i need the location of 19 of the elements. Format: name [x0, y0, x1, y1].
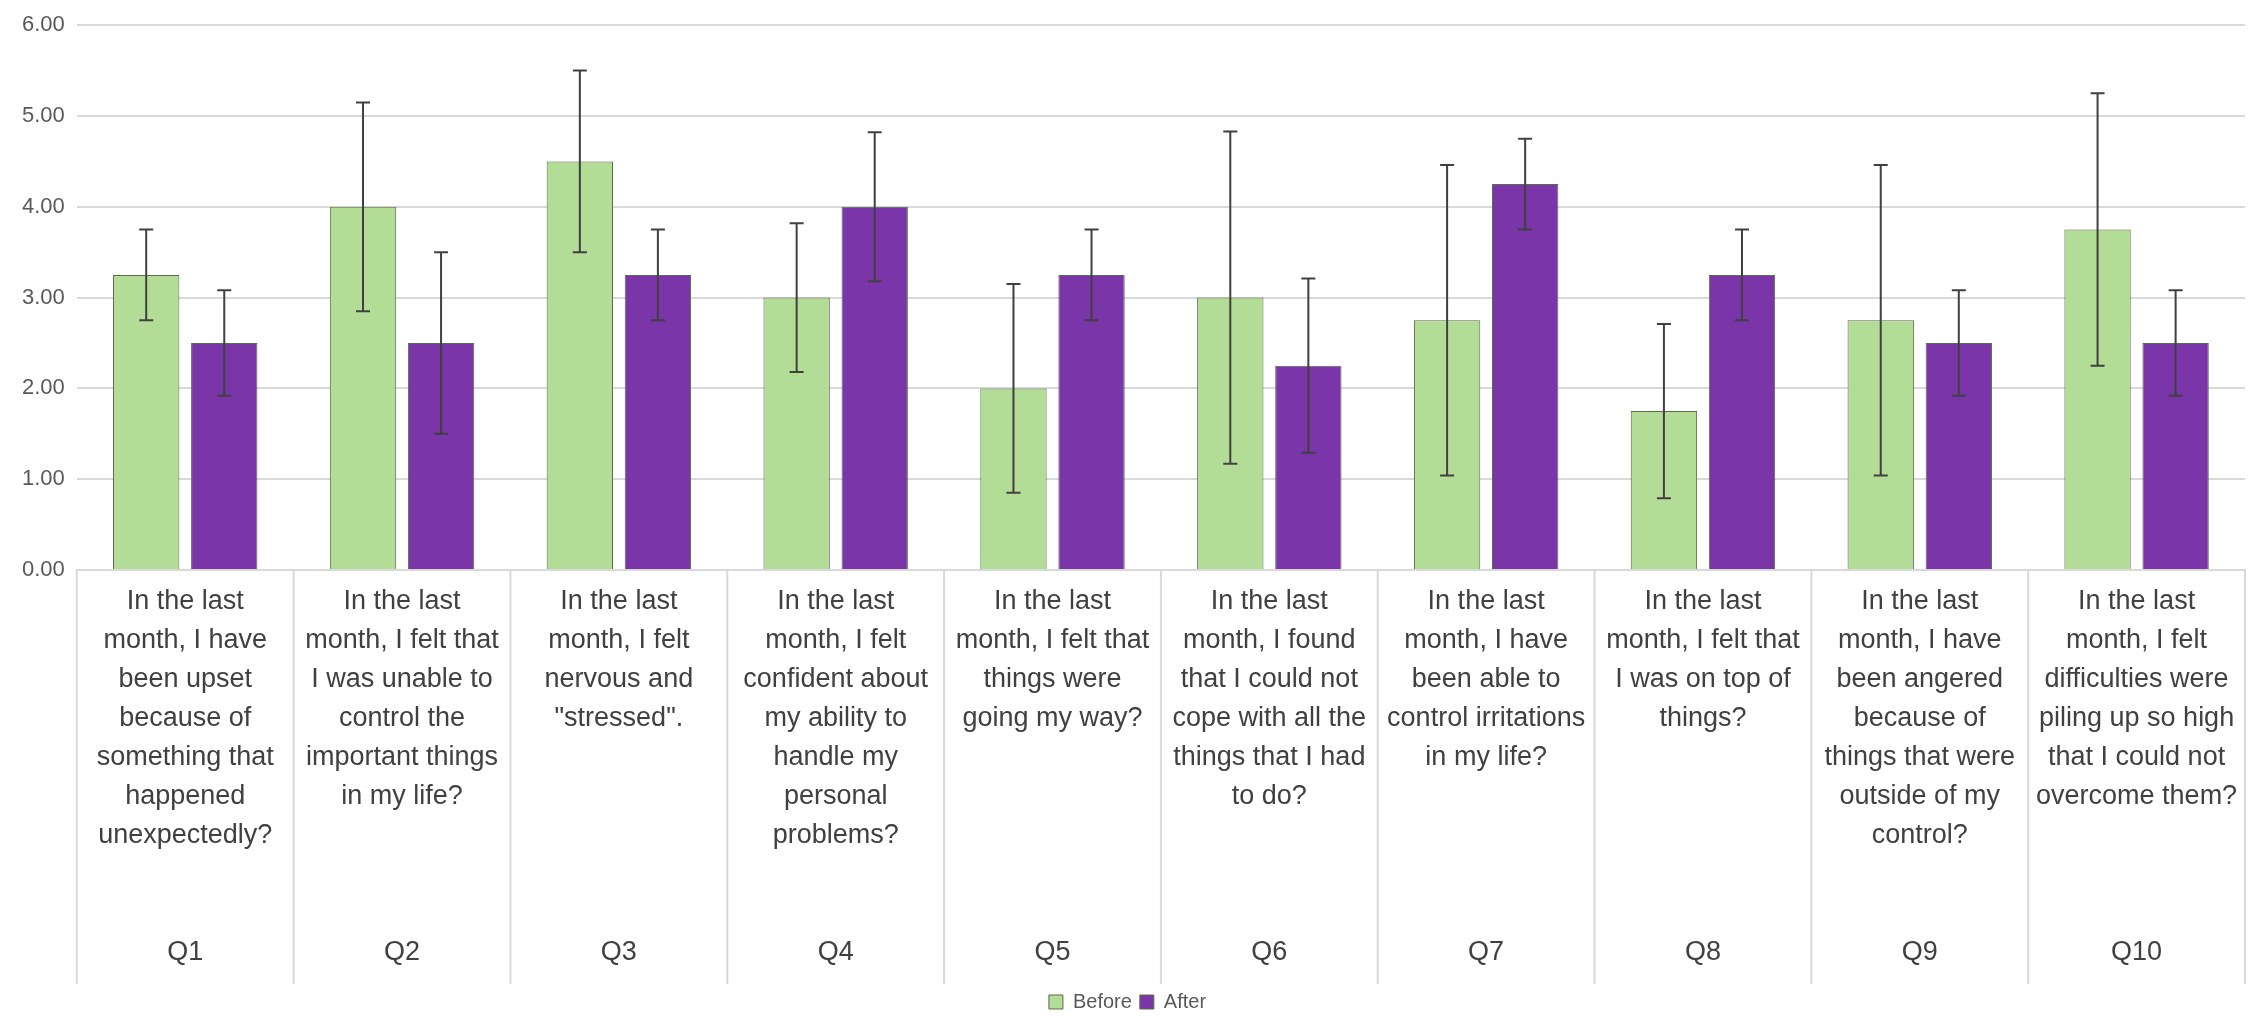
category-label: In the last month, I felt confident about my ability to handle my personal problems? Q4: [743, 584, 929, 966]
category-label: In the last month, I felt that I was on top of things? Q8: [1606, 584, 1800, 966]
category-label: In the last month, I have been able to control irritations in my life? Q7: [1387, 584, 1586, 966]
category-label: In the last month, I felt that things were going my way? Q5: [955, 584, 1150, 966]
category-label: In the last month, I have been upset because of something that happened unexpectedly? Q1: [96, 584, 274, 966]
category-label: In the last month, I felt nervous and "stressed". Q3: [544, 584, 694, 966]
category-label: In the last month, I felt difficulties were piling up so high that I could not overcome them? Q10: [2036, 584, 2238, 966]
y-tick-label: 1.00: [21, 465, 65, 491]
category-label: In the last month, I have been angered because of things that were outside of my control? Q9: [1824, 584, 2016, 966]
y-tick-label: 5.00: [21, 102, 65, 128]
category-label: In the last month, I found that I could not cope with all the things that I had to do? Q6: [1172, 584, 1367, 966]
legend-label: Before: [1072, 989, 1132, 1012]
category-label: In the last month, I felt that I was unable to control the important things in my life? Q2: [305, 584, 499, 966]
y-tick-label: 3.00: [21, 283, 65, 309]
y-tick-label: 2.00: [21, 374, 65, 400]
y-tick-label: 6.00: [21, 11, 65, 37]
y-tick-label: 0.00: [21, 556, 65, 582]
y-tick-label: 4.00: [21, 192, 65, 218]
legend-label: After: [1163, 989, 1207, 1012]
